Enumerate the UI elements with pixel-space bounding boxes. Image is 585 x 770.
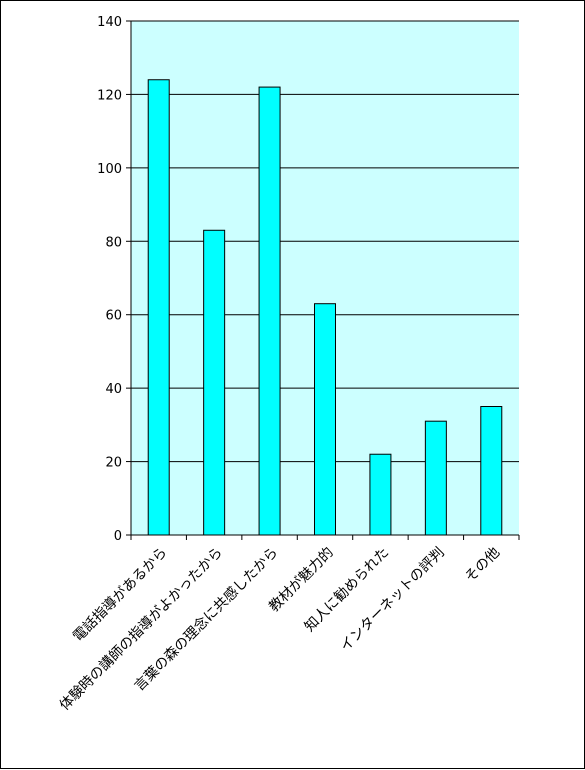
bar: [480, 406, 503, 536]
x-axis-labels: 電話指導があるから体験時の講師の指導がよかったから言葉の森の理念に共感したから教…: [57, 544, 503, 714]
y-tick-label: 100: [97, 162, 122, 177]
y-tick-label: 120: [97, 88, 122, 103]
axes: [130, 21, 520, 540]
bar: [369, 453, 392, 536]
bar: [203, 229, 226, 536]
bar: [258, 86, 281, 536]
bar: [424, 420, 447, 536]
y-tick-label: 60: [105, 309, 122, 324]
bar: [147, 79, 170, 536]
x-category-label: その他: [462, 545, 503, 586]
x-category-label: 電話指導があるから: [69, 544, 170, 645]
y-tick-label: 20: [105, 456, 122, 471]
y-tick-label: 40: [105, 382, 122, 397]
y-tick-label: 80: [105, 235, 122, 250]
y-tick-label: 140: [97, 15, 122, 30]
bars: [147, 79, 503, 536]
y-axis-ticks: 0 20 40 60 80 100 120 140: [97, 15, 131, 544]
y-tick-label: 0: [114, 529, 122, 544]
bar: [314, 303, 336, 536]
x-category-label: インターネットの評判: [337, 545, 447, 655]
